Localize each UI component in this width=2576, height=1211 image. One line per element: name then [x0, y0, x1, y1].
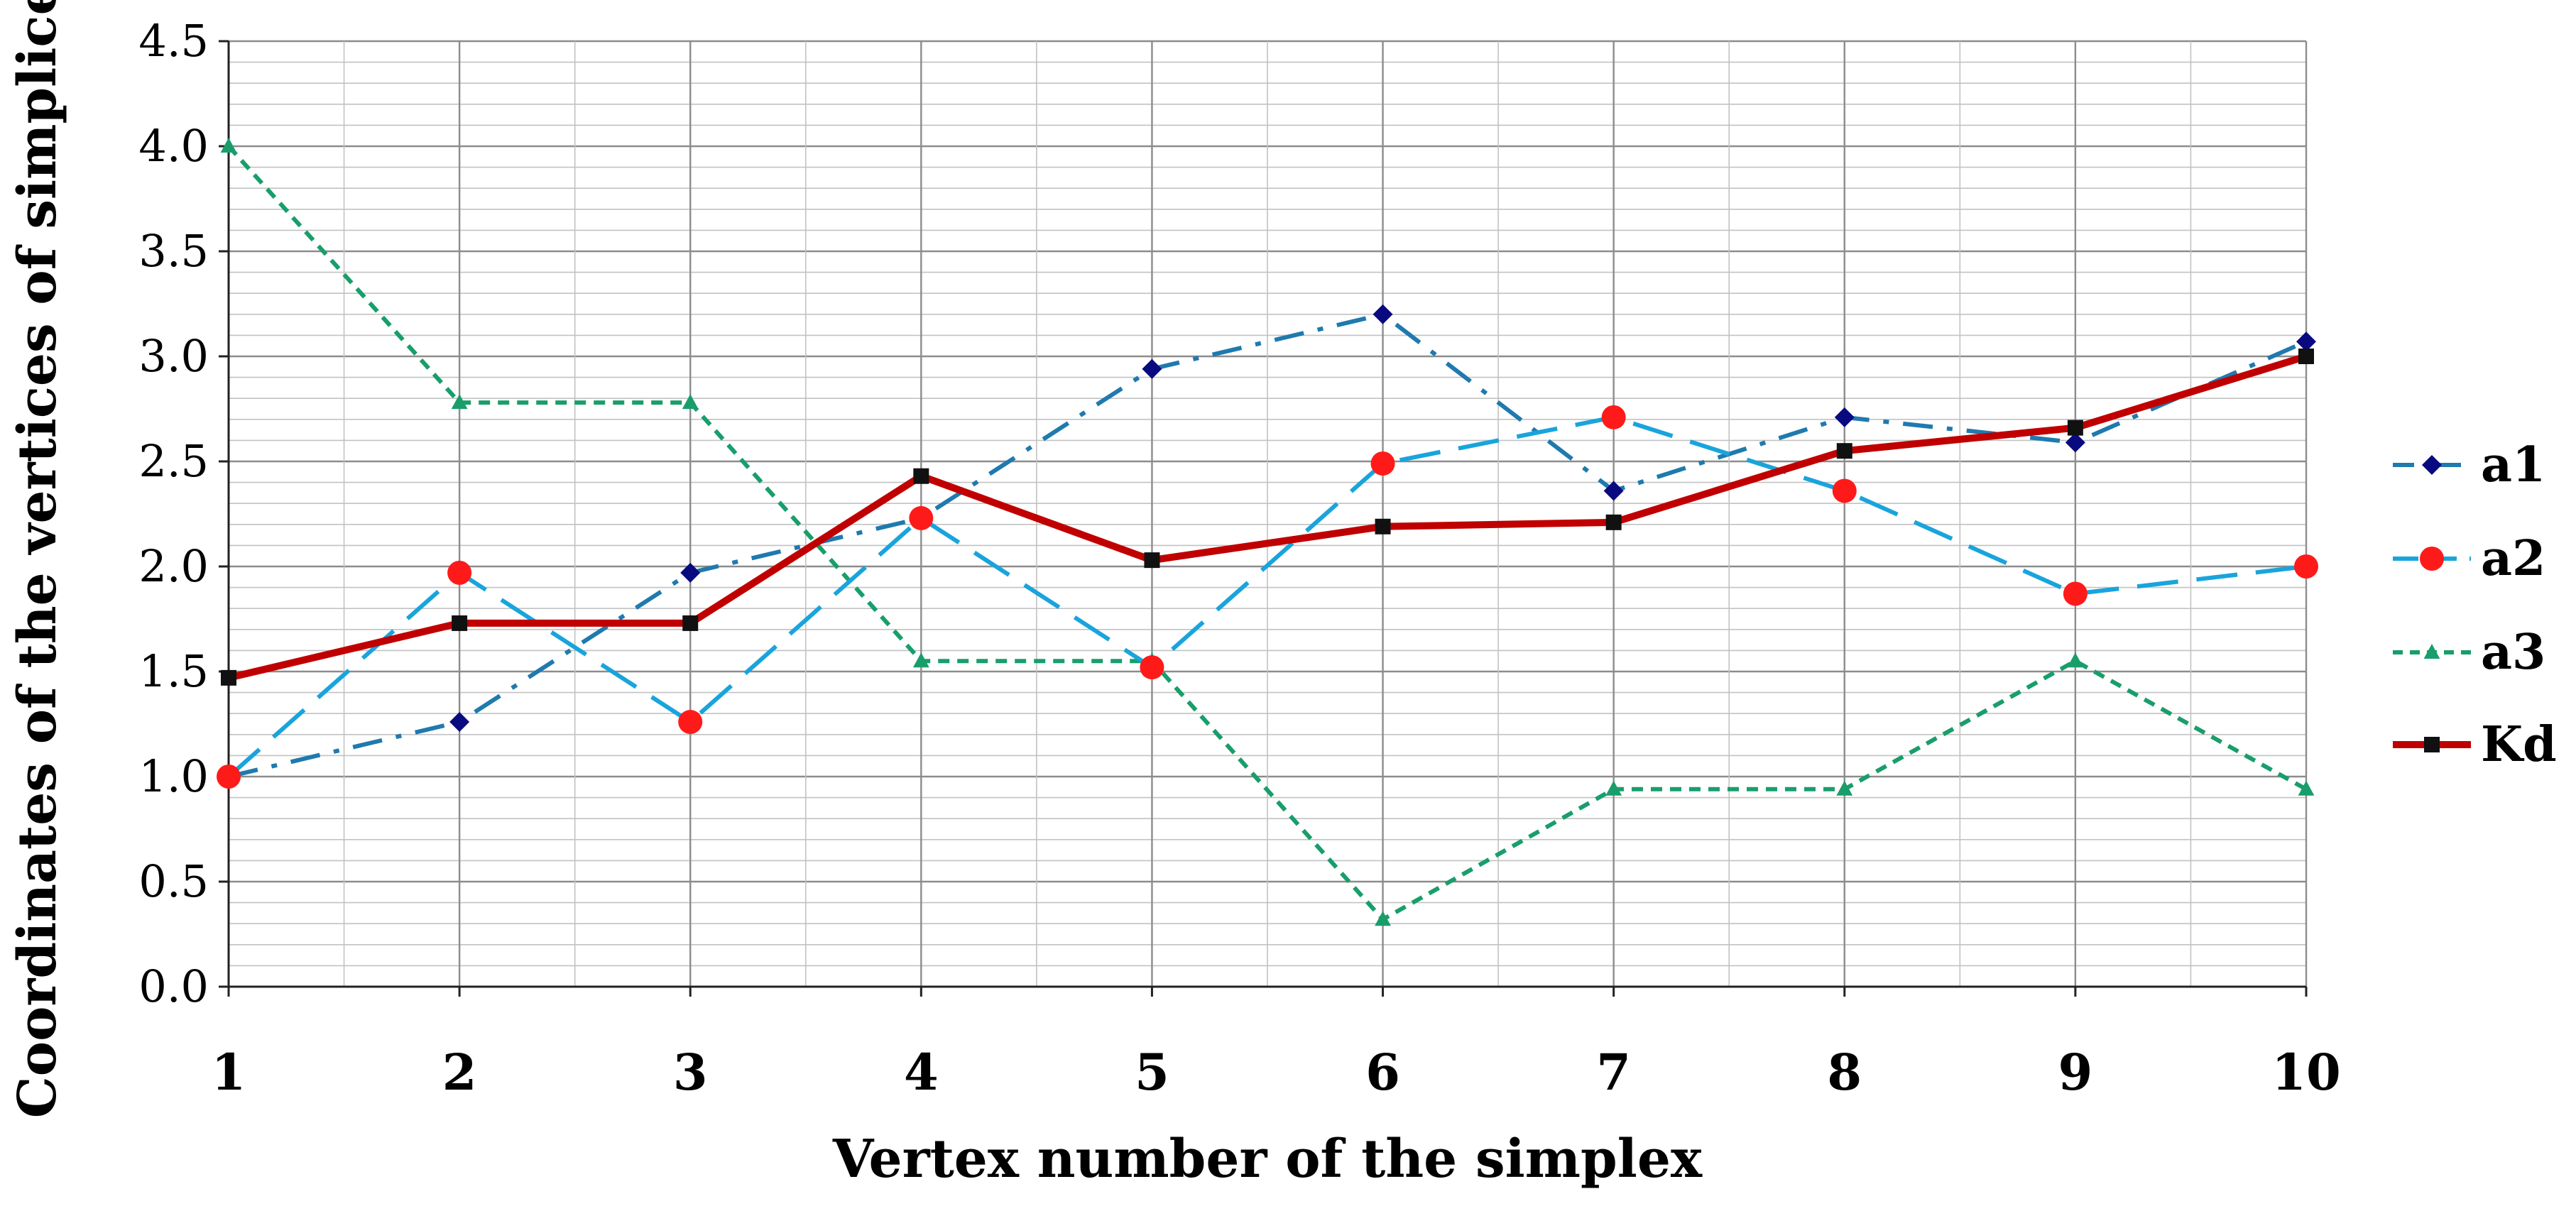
- data-point-a2: [909, 505, 934, 530]
- series-line-a2: [227, 415, 2307, 779]
- legend-marker-a1: [2422, 455, 2442, 475]
- y-tick-label: 2.5: [138, 435, 209, 487]
- x-axis-title: Vertex number of the simplex: [832, 1129, 1703, 1190]
- legend-item-a1: a1: [2393, 437, 2545, 493]
- y-tick-label: 0.5: [138, 855, 209, 907]
- data-point-a3: [451, 394, 468, 410]
- data-point-a1: [2065, 432, 2085, 453]
- data-point-Kd: [682, 615, 699, 631]
- legend-label-a1: a1: [2481, 437, 2545, 493]
- data-point-a3: [1605, 780, 1622, 796]
- y-axis-ticks: 0.0 0.5 1.0 1.5 2.0 2.5 3.0 3.5 4.0 4.5: [138, 15, 229, 1012]
- data-point-a1: [449, 712, 470, 733]
- legend-marker-Kd: [2424, 737, 2440, 752]
- data-point-a3: [1375, 911, 1391, 926]
- data-point-Kd: [2298, 349, 2314, 364]
- data-point-a3: [2067, 652, 2084, 668]
- x-tick-label: 4: [904, 1043, 939, 1102]
- data-point-a1: [1142, 358, 1162, 379]
- legend-item-a3: a3: [2393, 624, 2545, 681]
- y-tick-label: 2.0: [138, 540, 209, 592]
- series-a2: [217, 405, 2318, 789]
- data-point-Kd: [1836, 443, 1852, 459]
- data-point-a1: [680, 562, 701, 583]
- series-layer: [217, 138, 2318, 926]
- legend-item-Kd: Kd: [2393, 716, 2557, 773]
- data-point-a1: [1372, 304, 1393, 324]
- data-point-a3: [1836, 780, 1853, 796]
- series-line-Kd: [227, 353, 2308, 681]
- y-tick-label: 1.0: [138, 750, 209, 802]
- data-point-Kd: [2067, 420, 2083, 436]
- y-tick-label: 3.5: [138, 225, 209, 277]
- x-tick-label: 8: [1827, 1043, 1862, 1102]
- data-point-a2: [1140, 655, 1164, 680]
- y-tick-label: 0.0: [138, 960, 209, 1012]
- y-tick-label: 3.0: [138, 330, 209, 382]
- data-point-Kd: [913, 468, 929, 484]
- y-axis-title: Coordinates of the vertices of simplices: [7, 0, 68, 1118]
- data-point-a2: [2063, 581, 2087, 606]
- data-point-a1: [2296, 331, 2316, 352]
- data-point-a3: [912, 652, 929, 668]
- data-point-a2: [217, 765, 241, 789]
- legend-label-a2: a2: [2481, 530, 2545, 587]
- data-point-a3: [220, 138, 237, 153]
- data-point-a1: [1603, 481, 1624, 501]
- data-point-a2: [2294, 554, 2318, 579]
- data-point-a1: [1834, 407, 1855, 427]
- data-point-a3: [682, 394, 699, 410]
- data-point-a2: [1832, 478, 1857, 503]
- x-tick-label: 9: [2058, 1043, 2093, 1102]
- plot-frame: [219, 41, 2306, 997]
- data-point-a2: [678, 710, 703, 735]
- x-tick-label: 10: [2271, 1043, 2340, 1102]
- x-tick-label: 6: [1365, 1043, 1400, 1102]
- y-tick-label: 4.5: [138, 15, 209, 67]
- x-tick-label: 5: [1135, 1043, 1169, 1102]
- data-point-Kd: [1605, 514, 1622, 530]
- legend-label-a3: a3: [2481, 624, 2545, 681]
- data-point-Kd: [1375, 518, 1391, 535]
- data-point-a2: [1370, 451, 1395, 476]
- legend-item-a2: a2: [2393, 530, 2545, 587]
- x-tick-label: 2: [442, 1043, 477, 1102]
- data-point-a2: [1601, 405, 1626, 429]
- x-axis-ticks: 1 2 3 4 5 6 7 8 9 10: [212, 987, 2341, 1102]
- y-tick-label: 4.0: [138, 120, 209, 172]
- y-tick-label: 1.5: [138, 645, 209, 697]
- x-tick-label: 7: [1596, 1043, 1631, 1102]
- data-point-Kd: [221, 669, 236, 686]
- grid: [227, 40, 2308, 988]
- data-point-a3: [2298, 780, 2315, 796]
- series-line-a3: [227, 144, 2308, 922]
- series-Kd: [221, 349, 2314, 686]
- legend-label-Kd: Kd: [2481, 716, 2557, 773]
- x-tick-label: 1: [212, 1043, 246, 1102]
- legend-marker-a3: [2423, 644, 2440, 659]
- data-point-Kd: [452, 615, 468, 631]
- legend: a1 a2 a3 Kd: [2393, 437, 2557, 773]
- data-point-a2: [447, 560, 472, 585]
- x-tick-label: 3: [673, 1043, 708, 1102]
- data-point-Kd: [1144, 552, 1160, 569]
- legend-marker-a2: [2420, 547, 2444, 571]
